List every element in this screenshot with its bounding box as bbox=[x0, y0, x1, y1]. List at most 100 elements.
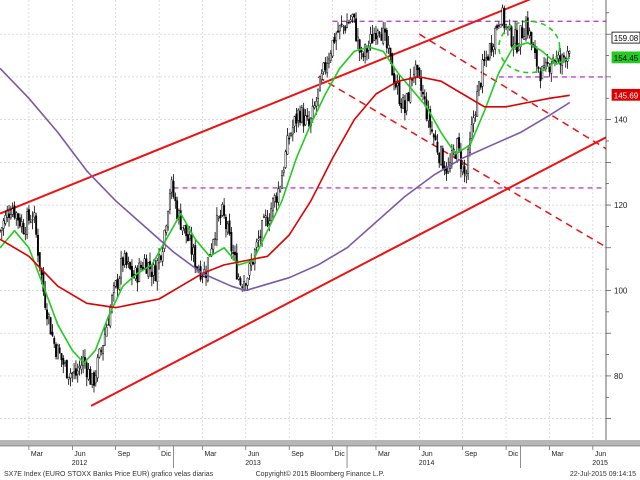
candle-body bbox=[38, 252, 41, 269]
moving-averages bbox=[0, 41, 571, 364]
candle-body bbox=[112, 285, 115, 294]
candle-body bbox=[291, 127, 294, 135]
candle-body bbox=[143, 258, 146, 269]
horizontal-levels bbox=[173, 20, 606, 189]
x-tick-label: Mar bbox=[31, 451, 44, 458]
candle-body bbox=[140, 264, 142, 268]
y-tick-label: 120 bbox=[614, 201, 628, 210]
candle-body bbox=[100, 350, 103, 352]
candle-body bbox=[262, 215, 265, 218]
candle-body bbox=[194, 245, 197, 268]
candle-body bbox=[116, 279, 119, 289]
candle-body bbox=[13, 205, 16, 218]
candle-body bbox=[147, 262, 150, 277]
candle-body bbox=[159, 255, 162, 260]
candle-body bbox=[409, 77, 412, 103]
last-value-badge bbox=[611, 51, 640, 64]
candle-body bbox=[320, 73, 323, 81]
x-year-label: 2012 bbox=[72, 460, 88, 467]
candle-body bbox=[174, 196, 177, 201]
candle-body bbox=[4, 215, 7, 224]
candle-body bbox=[411, 79, 414, 81]
y-tick-label: 140 bbox=[614, 116, 628, 125]
candle-body bbox=[228, 220, 231, 234]
candle-body bbox=[487, 56, 489, 61]
candle-body bbox=[295, 113, 298, 124]
candle-body bbox=[436, 141, 439, 153]
candle-body bbox=[156, 260, 159, 282]
candle-body bbox=[172, 181, 175, 197]
candle-body bbox=[528, 30, 531, 36]
candle-body bbox=[161, 251, 164, 262]
candle-body bbox=[168, 192, 171, 210]
candle-body bbox=[481, 59, 484, 87]
x-tick-label: Mar bbox=[378, 451, 391, 458]
candle-body bbox=[87, 369, 90, 380]
candle-body bbox=[120, 258, 123, 279]
y-tick-label: 100 bbox=[614, 286, 628, 295]
candle-body bbox=[544, 62, 547, 70]
price-candles bbox=[0, 4, 571, 393]
candle-body bbox=[31, 219, 34, 221]
candle-body bbox=[286, 135, 289, 155]
candle-body bbox=[472, 117, 475, 124]
candle-body bbox=[322, 62, 325, 73]
candle-body bbox=[123, 253, 126, 265]
candle-body bbox=[333, 36, 336, 43]
candle-body bbox=[492, 46, 495, 51]
candle-body bbox=[282, 169, 285, 173]
x-year-label: 2015 bbox=[592, 460, 608, 467]
candle-body bbox=[273, 195, 276, 202]
x-year-label: 2013 bbox=[245, 460, 261, 467]
candle-body bbox=[35, 215, 38, 235]
candle-body bbox=[37, 234, 39, 256]
last-value-label: 154.45 bbox=[614, 54, 639, 63]
candle-body bbox=[221, 204, 224, 216]
candle-body bbox=[248, 263, 251, 276]
candle-body bbox=[398, 81, 401, 105]
candle-body bbox=[300, 107, 303, 123]
candle-body bbox=[188, 234, 191, 240]
candle-body bbox=[470, 124, 473, 139]
candle-body bbox=[561, 54, 564, 66]
ellipse-annotations bbox=[498, 20, 561, 74]
x-tick-label: Jun bbox=[421, 451, 432, 458]
candle-body bbox=[15, 212, 18, 219]
candle-body bbox=[510, 26, 513, 47]
candle-body bbox=[17, 213, 20, 221]
candle-body bbox=[337, 30, 339, 33]
x-tick-label: Jun bbox=[248, 451, 259, 458]
candle-body bbox=[105, 326, 108, 337]
candle-body bbox=[519, 25, 522, 48]
candle-body bbox=[67, 376, 70, 380]
x-axis: Mar Jun Sep Dic Mar Jun Sep Dic Mar Jun Sep Dic Mar J… bbox=[0, 440, 640, 468]
candle-body bbox=[338, 25, 341, 32]
x-tick-label: Mar bbox=[551, 451, 564, 458]
candle-body bbox=[539, 71, 542, 82]
candle-body bbox=[514, 29, 517, 44]
candle-body bbox=[223, 205, 226, 216]
candle-body bbox=[311, 106, 314, 119]
candle-body bbox=[76, 370, 79, 375]
candle-body bbox=[129, 262, 132, 270]
footer-copyright: Copyright© 2015 Bloomberg Finance L.P. bbox=[256, 470, 385, 478]
candle-body bbox=[190, 235, 193, 255]
candle-body bbox=[264, 215, 267, 218]
candle-body bbox=[102, 345, 104, 354]
candle-body bbox=[568, 51, 571, 54]
candle-body bbox=[212, 239, 215, 250]
candle-body bbox=[358, 39, 361, 53]
candle-body bbox=[416, 64, 419, 71]
candle-body bbox=[243, 281, 245, 291]
candle-body bbox=[8, 213, 10, 218]
candle-body bbox=[183, 225, 186, 230]
trendline bbox=[418, 33, 606, 150]
candle-body bbox=[463, 166, 466, 174]
candle-body bbox=[562, 55, 565, 58]
candle-body bbox=[47, 314, 50, 317]
candle-body bbox=[215, 215, 218, 241]
candle-body bbox=[18, 217, 21, 227]
candle-body bbox=[53, 338, 56, 344]
candle-body bbox=[226, 223, 229, 233]
candle-body bbox=[299, 110, 301, 123]
